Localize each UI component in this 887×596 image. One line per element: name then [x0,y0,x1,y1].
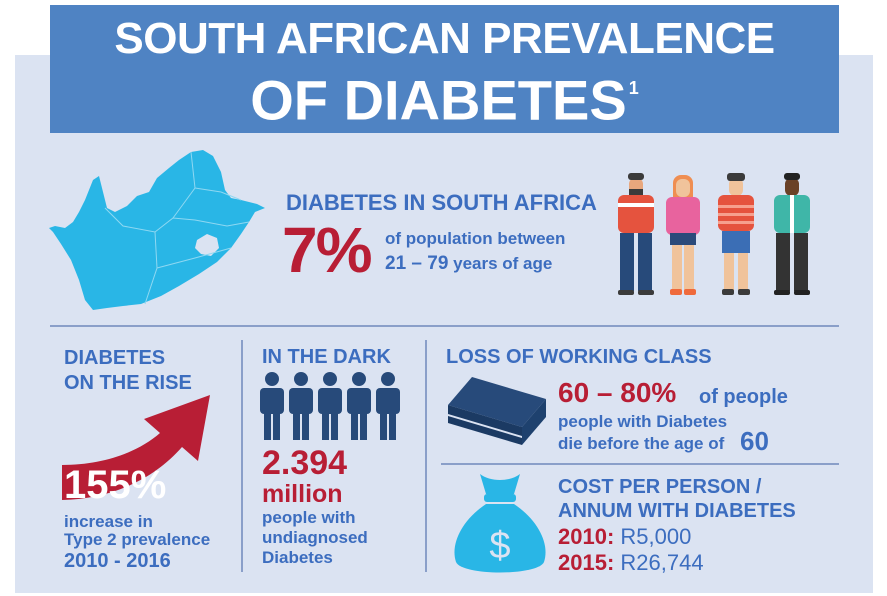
diabetes-sa-heading: DIABETES IN SOUTH AFRICA [286,190,597,215]
dark-heading: IN THE DARK [262,346,391,368]
cost-heading-2: ANNUM WITH DIABETES [558,500,796,522]
title-line-2: OF DIABETES 1 [50,63,839,132]
rise-desc-1: increase in [64,512,153,531]
rise-heading-2: ON THE RISE [64,372,192,394]
person-figures-icon [260,372,400,440]
diabetes-sa-percent: 7% [282,214,372,286]
people-group-icon [618,173,810,295]
cost-year-2015: 2015: [558,550,615,575]
divider-horizontal-1 [50,325,839,327]
title-line-1: SOUTH AFRICAN PREVALENCE [114,14,775,63]
rise-heading-1: DIABETES [64,347,166,369]
rise-desc-2: Type 2 prevalence [64,530,211,549]
svg-text:$: $ [489,525,510,567]
working-desc-2: people with Diabetes [558,412,728,431]
cost-heading-1: COST PER PERSON / [558,476,762,498]
divider-horizontal-2 [441,463,839,465]
dark-desc-3: Diabetes [262,548,333,567]
working-desc-3: die before the age of [558,434,725,453]
working-range: 60 – 80% [558,377,677,408]
dark-desc-2: undiagnosed [262,528,368,547]
money-bag-icon: $ [454,474,546,573]
cost-year-2010: 2010: [558,524,615,549]
age-range: 21 – 79 [385,253,449,274]
cost-2010-row: 2010: R5,000 [558,524,691,550]
cost-value-2010: R5,000 [620,524,692,549]
title-banner: SOUTH AFRICAN PREVALENCE OF DIABETES 1 [50,5,839,133]
background-panel [15,55,873,593]
dark-unit: million [262,480,343,508]
title-text: OF DIABETES [250,68,627,132]
up-arrow-icon [62,395,210,500]
footnote-marker: 1 [628,78,639,98]
working-age: 60 [740,426,769,456]
diabetes-sa-desc-1: of population between [385,229,566,248]
dark-number: 2.394 [262,444,348,482]
south-africa-map-icon [49,150,265,310]
coffin-icon [448,377,546,445]
diabetes-sa-desc-2: 21 – 79 years of age [385,253,552,275]
working-desc-after: of people [699,386,788,408]
rise-years: 2010 - 2016 [64,550,171,572]
working-heading: LOSS OF WORKING CLASS [446,346,712,368]
divider-vertical-2 [425,340,427,572]
divider-vertical-1 [241,340,243,572]
age-range-suffix: years of age [448,254,553,273]
cost-value-2015: R26,744 [620,550,704,575]
cost-2015-row: 2015: R26,744 [558,550,704,576]
dark-desc-1: people with [262,508,356,527]
rise-percent: 155% [64,463,167,507]
